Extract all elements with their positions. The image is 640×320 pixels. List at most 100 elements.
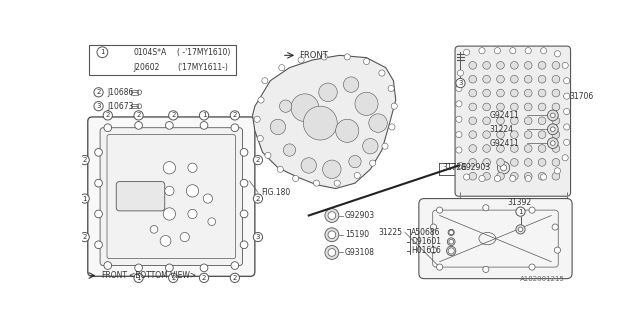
Circle shape	[262, 78, 268, 84]
Circle shape	[188, 163, 197, 172]
Circle shape	[469, 117, 477, 124]
Circle shape	[186, 185, 198, 197]
Circle shape	[483, 131, 490, 139]
Text: 2: 2	[233, 112, 237, 118]
Circle shape	[134, 111, 143, 120]
Circle shape	[456, 78, 465, 88]
Circle shape	[469, 103, 477, 111]
Circle shape	[524, 172, 532, 180]
Circle shape	[562, 155, 568, 161]
Circle shape	[95, 241, 102, 249]
Circle shape	[291, 94, 319, 122]
Circle shape	[483, 266, 489, 273]
Circle shape	[253, 156, 262, 165]
Circle shape	[511, 117, 518, 124]
Circle shape	[104, 262, 111, 269]
Text: 1: 1	[202, 112, 206, 118]
Circle shape	[511, 172, 518, 180]
Circle shape	[511, 75, 518, 83]
Circle shape	[80, 194, 90, 203]
Circle shape	[204, 194, 212, 203]
Circle shape	[95, 148, 102, 156]
Text: 2: 2	[256, 196, 260, 202]
FancyBboxPatch shape	[100, 128, 243, 266]
Circle shape	[511, 158, 518, 166]
Circle shape	[564, 93, 570, 99]
Circle shape	[511, 103, 518, 111]
Circle shape	[511, 145, 518, 152]
Circle shape	[497, 117, 504, 124]
Circle shape	[168, 111, 178, 120]
Circle shape	[564, 124, 570, 130]
Circle shape	[456, 85, 462, 92]
Circle shape	[552, 89, 560, 97]
Circle shape	[369, 160, 376, 166]
Circle shape	[469, 61, 477, 69]
Text: A182001215: A182001215	[520, 276, 565, 282]
Text: 31706: 31706	[570, 92, 594, 101]
Text: 1: 1	[100, 49, 104, 55]
Circle shape	[456, 132, 462, 138]
Circle shape	[524, 145, 532, 152]
Circle shape	[431, 224, 436, 230]
Circle shape	[188, 209, 197, 219]
FancyBboxPatch shape	[88, 117, 255, 276]
Text: J20602: J20602	[133, 63, 159, 72]
Circle shape	[550, 141, 555, 145]
Circle shape	[135, 264, 143, 272]
Circle shape	[344, 77, 359, 92]
Text: G92903: G92903	[345, 211, 375, 220]
Circle shape	[97, 47, 108, 58]
Circle shape	[292, 175, 299, 182]
Circle shape	[538, 131, 546, 139]
Circle shape	[230, 111, 239, 120]
Circle shape	[431, 247, 436, 253]
Circle shape	[497, 75, 504, 83]
Circle shape	[456, 116, 462, 122]
Circle shape	[552, 117, 560, 124]
Circle shape	[511, 61, 518, 69]
Circle shape	[552, 172, 560, 180]
Circle shape	[284, 144, 296, 156]
Circle shape	[497, 172, 504, 180]
FancyBboxPatch shape	[419, 198, 572, 279]
Circle shape	[554, 247, 561, 253]
Circle shape	[230, 273, 239, 283]
Circle shape	[303, 106, 337, 140]
Circle shape	[463, 174, 470, 180]
Circle shape	[550, 113, 555, 118]
Circle shape	[497, 131, 504, 139]
Circle shape	[541, 174, 547, 180]
Circle shape	[538, 158, 546, 166]
Text: 1: 1	[518, 209, 523, 215]
Circle shape	[516, 225, 525, 234]
Circle shape	[349, 156, 361, 168]
Circle shape	[436, 207, 443, 213]
Circle shape	[500, 165, 507, 171]
Circle shape	[265, 152, 271, 158]
Circle shape	[538, 172, 546, 180]
Circle shape	[240, 179, 248, 187]
Circle shape	[328, 249, 336, 256]
Circle shape	[497, 89, 504, 97]
Circle shape	[279, 65, 285, 71]
Circle shape	[325, 245, 339, 260]
Text: 2: 2	[106, 112, 110, 118]
Circle shape	[200, 111, 209, 120]
Circle shape	[253, 194, 262, 203]
Circle shape	[200, 273, 209, 283]
Circle shape	[483, 61, 490, 69]
Circle shape	[104, 124, 111, 132]
Circle shape	[369, 114, 387, 132]
Circle shape	[364, 59, 369, 65]
Circle shape	[552, 103, 560, 111]
Circle shape	[497, 145, 504, 152]
Circle shape	[180, 232, 189, 242]
Text: FRONT: FRONT	[101, 271, 127, 280]
Text: FRONT: FRONT	[300, 51, 328, 60]
Text: 3: 3	[458, 80, 463, 86]
Circle shape	[168, 273, 178, 283]
Circle shape	[354, 172, 360, 179]
Circle shape	[479, 175, 485, 182]
Circle shape	[448, 248, 454, 254]
